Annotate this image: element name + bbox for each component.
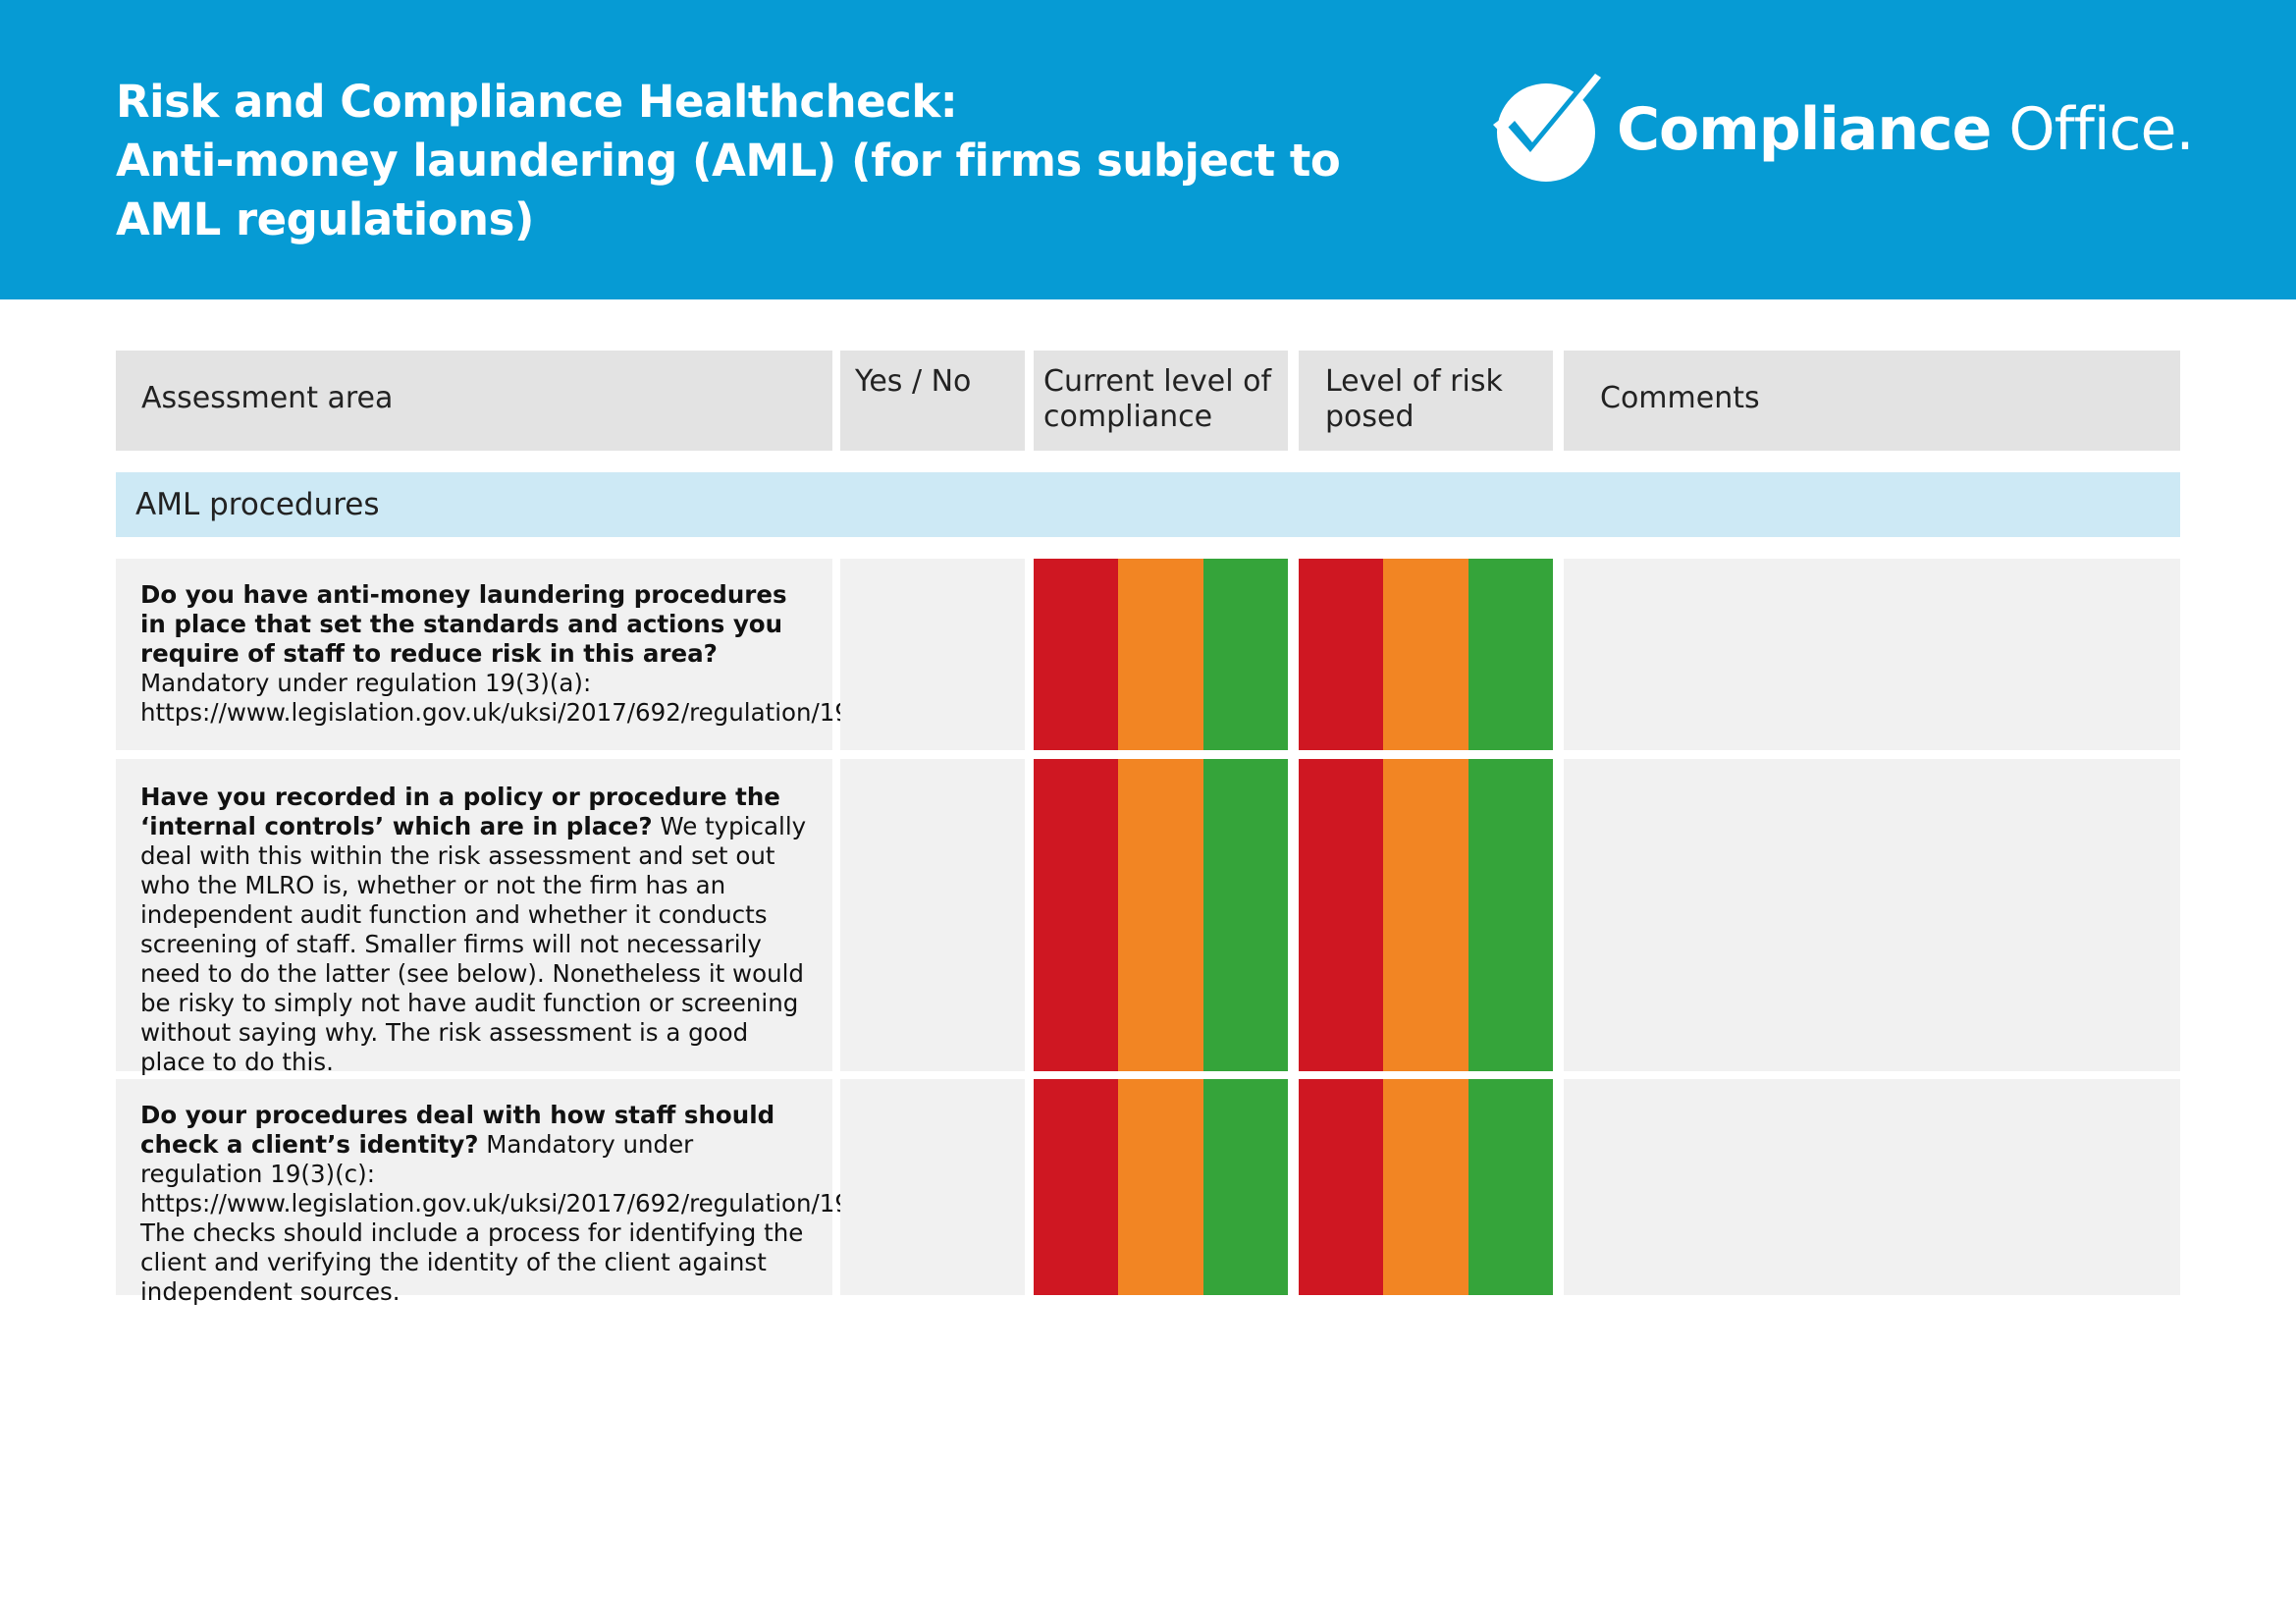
rag-amber-option[interactable] bbox=[1383, 559, 1468, 750]
question-bold: Do your procedures deal with how staff s… bbox=[140, 1101, 775, 1159]
question-cell: Have you recorded in a policy or procedu… bbox=[116, 759, 832, 1076]
question-bold: Do you have anti-money laundering proced… bbox=[140, 580, 787, 668]
rag-green-option[interactable] bbox=[1202, 1079, 1288, 1295]
rag-amber-option[interactable] bbox=[1383, 1079, 1468, 1295]
risk-rag-scale bbox=[1299, 559, 1553, 750]
rag-green-option[interactable] bbox=[1202, 559, 1288, 750]
rag-green-option[interactable] bbox=[1468, 759, 1553, 1071]
yes-no-cell[interactable] bbox=[840, 759, 1025, 1071]
section-title: AML procedures bbox=[135, 487, 380, 522]
question-cell: Do you have anti-money laundering proced… bbox=[116, 559, 850, 750]
comments-cell[interactable] bbox=[1564, 559, 2180, 750]
risk-rag-scale bbox=[1299, 1079, 1553, 1295]
rag-green-option[interactable] bbox=[1202, 759, 1288, 1071]
logo-word-bold: Compliance bbox=[1617, 95, 1992, 164]
compliance-office-logo: Compliance Office. bbox=[1487, 73, 2195, 187]
question-cell: Do your procedures deal with how staff s… bbox=[116, 1079, 858, 1306]
title-line: Risk and Compliance Healthcheck: bbox=[116, 76, 958, 128]
rag-green-option[interactable] bbox=[1468, 559, 1553, 750]
page-title: Risk and Compliance Healthcheck: Anti-mo… bbox=[116, 73, 1392, 249]
compliance-rag-scale bbox=[1034, 1079, 1288, 1295]
rag-amber-option[interactable] bbox=[1383, 759, 1468, 1071]
title-line: Anti-money laundering (AML) (for firms s… bbox=[116, 135, 1341, 187]
rag-green-option[interactable] bbox=[1468, 1079, 1553, 1295]
rag-red-option[interactable] bbox=[1299, 759, 1384, 1071]
page-header: Risk and Compliance Healthcheck: Anti-mo… bbox=[0, 0, 2296, 299]
rag-red-option[interactable] bbox=[1034, 759, 1119, 1071]
compliance-rag-scale bbox=[1034, 759, 1288, 1071]
rag-red-option[interactable] bbox=[1299, 559, 1384, 750]
rag-amber-option[interactable] bbox=[1118, 1079, 1203, 1295]
logo-wordmark: Compliance Office. bbox=[1617, 95, 2195, 164]
rag-amber-option[interactable] bbox=[1118, 559, 1203, 750]
rag-red-option[interactable] bbox=[1034, 559, 1119, 750]
question-bold: Have you recorded in a policy or procedu… bbox=[140, 783, 780, 840]
col-header-current-compliance: Current level of compliance bbox=[1034, 351, 1288, 451]
title-line: AML regulations) bbox=[116, 193, 534, 245]
col-header-assessment-area: Assessment area bbox=[116, 351, 832, 451]
question-detail: We typically deal with this within the r… bbox=[140, 812, 807, 1076]
col-header-risk-level: Level of risk posed bbox=[1299, 351, 1553, 451]
question-detail: Mandatory under regulation 19(3)(a): htt… bbox=[140, 669, 850, 727]
rag-red-option[interactable] bbox=[1034, 1079, 1119, 1295]
risk-rag-scale bbox=[1299, 759, 1553, 1071]
question-detail: Mandatory under regulation 19(3)(c): htt… bbox=[140, 1130, 858, 1306]
col-header-comments: Comments bbox=[1564, 351, 2180, 451]
comments-cell[interactable] bbox=[1564, 759, 2180, 1071]
rag-red-option[interactable] bbox=[1299, 1079, 1384, 1295]
yes-no-cell[interactable] bbox=[840, 559, 1025, 750]
compliance-rag-scale bbox=[1034, 559, 1288, 750]
logo-word-light: Office. bbox=[1991, 95, 2194, 164]
comments-cell[interactable] bbox=[1564, 1079, 2180, 1295]
col-header-yes-no: Yes / No bbox=[840, 351, 1025, 451]
checkmark-logo-icon bbox=[1493, 74, 1601, 182]
section-header: AML procedures bbox=[116, 472, 2180, 537]
rag-amber-option[interactable] bbox=[1118, 759, 1203, 1071]
yes-no-cell[interactable] bbox=[840, 1079, 1025, 1295]
